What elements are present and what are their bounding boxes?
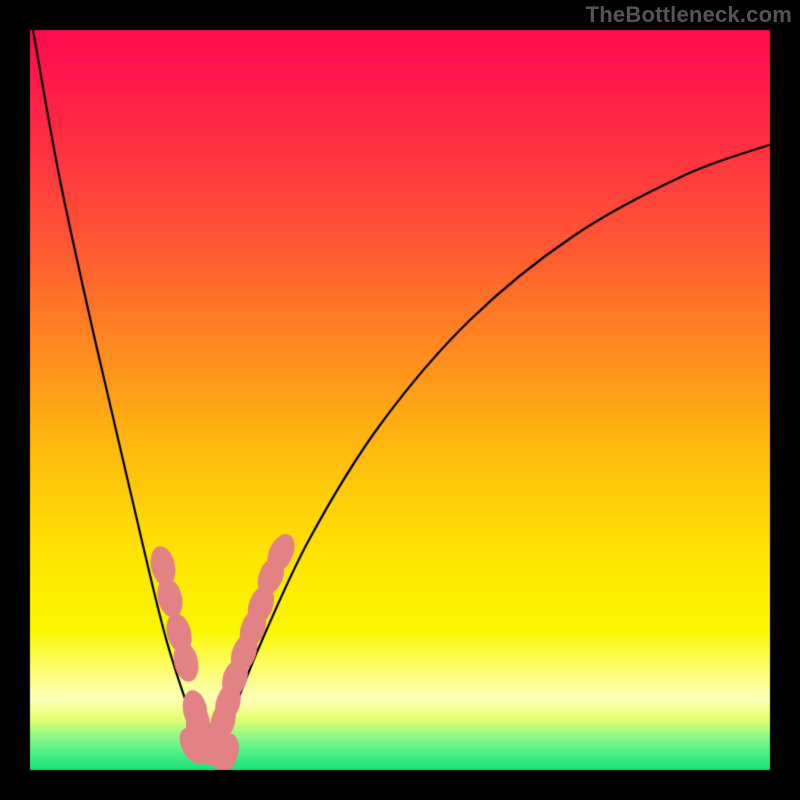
watermark-text: TheBottleneck.com	[586, 2, 792, 28]
bottleneck-chart	[0, 0, 800, 800]
